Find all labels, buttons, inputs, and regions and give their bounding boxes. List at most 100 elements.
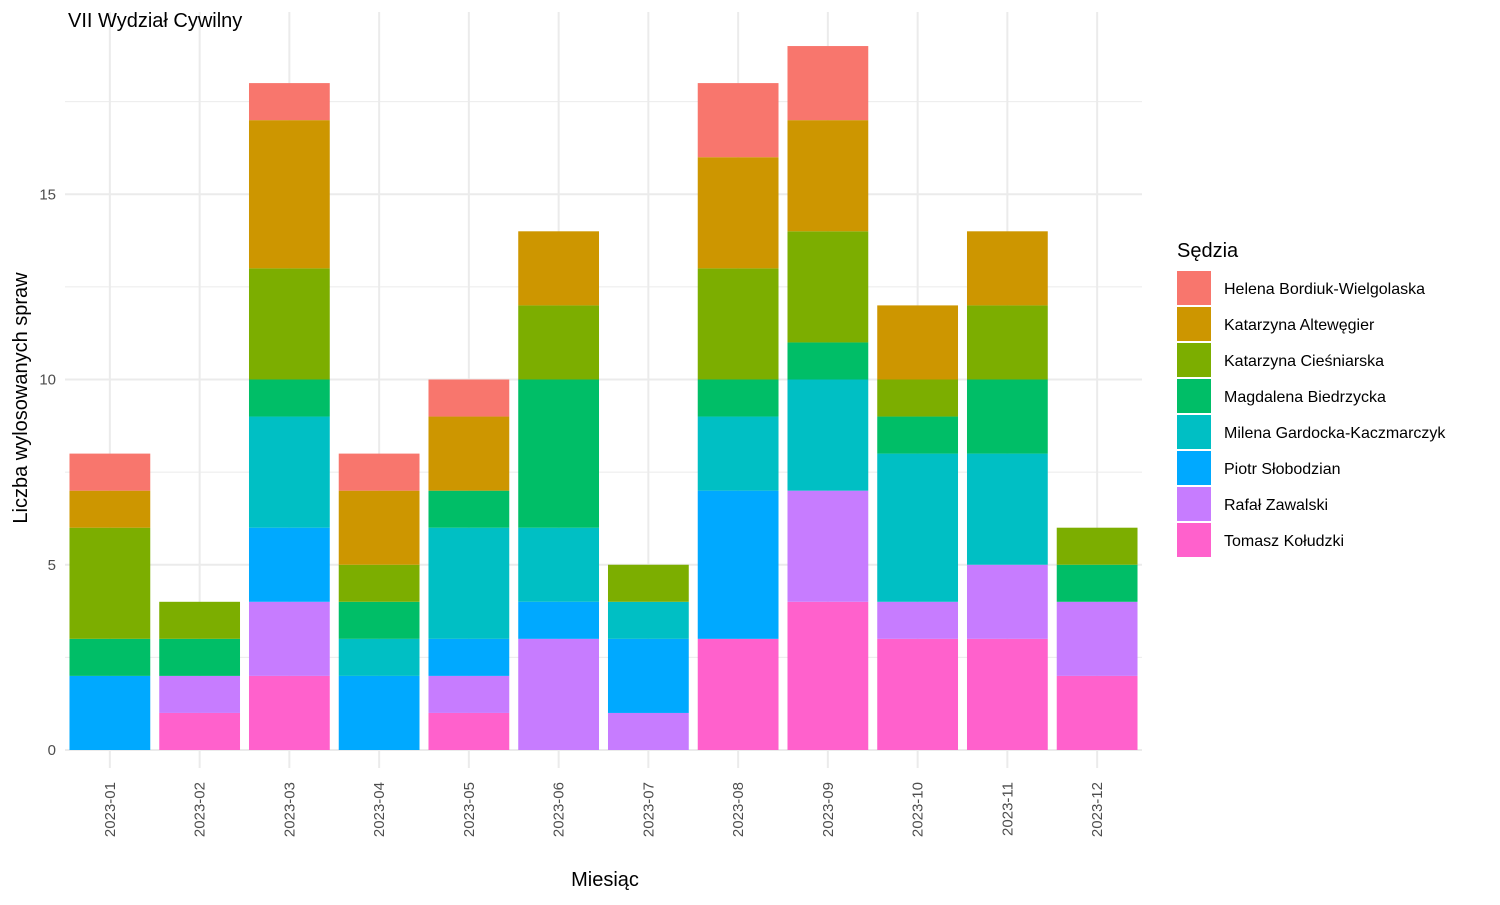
bar-segment: [697, 490, 779, 639]
legend-label: Katarzyna Cieśniarska: [1224, 353, 1384, 370]
bar-segment: [966, 453, 1048, 565]
legend-label: Helena Bordiuk-Wielgolaska: [1224, 281, 1425, 298]
bar-segment: [966, 564, 1048, 639]
bar-segment: [966, 305, 1048, 380]
chart-title: VII Wydział Cywilny: [68, 10, 242, 32]
legend-item: Katarzyna Cieśniarska: [1177, 343, 1384, 377]
bar-segment: [248, 416, 330, 528]
bar-segment: [428, 527, 510, 639]
bar-segment: [607, 712, 689, 750]
bar-segment: [428, 712, 510, 750]
bar-segment: [338, 453, 420, 491]
legend-swatch: [1177, 451, 1211, 485]
bar-segment: [697, 416, 779, 491]
bar-segment: [248, 268, 330, 380]
legend-item: Magdalena Biedrzycka: [1177, 379, 1386, 413]
legend-label: Rafał Zawalski: [1224, 497, 1328, 514]
bar-segment: [69, 638, 151, 676]
bar-segment: [787, 120, 869, 232]
legend-title: Sędzia: [1177, 240, 1239, 262]
bar-segment: [428, 675, 510, 713]
bar-segment: [1056, 675, 1138, 750]
legend-item: Milena Gardocka-Kaczmarczyk: [1177, 415, 1446, 449]
bar-segment: [248, 601, 330, 676]
bar-segment: [877, 453, 959, 602]
bar-segment: [697, 157, 779, 269]
x-tick-label: 2023-08: [730, 782, 747, 837]
legend-swatch: [1177, 379, 1211, 413]
legend-swatch: [1177, 271, 1211, 305]
bar-segment: [877, 638, 959, 750]
bar-segment: [607, 601, 689, 639]
legend-item: Helena Bordiuk-Wielgolaska: [1177, 271, 1425, 305]
legend-item: Tomasz Kołudzki: [1177, 523, 1344, 557]
bar-segment: [518, 379, 600, 528]
bar-segment: [69, 527, 151, 639]
bar-segment: [697, 268, 779, 380]
legend-items: Helena Bordiuk-Wielgolaska Katarzyna Alte…: [1177, 271, 1446, 557]
bar-segment: [787, 379, 869, 491]
legend-label: Piotr Słobodzian: [1224, 461, 1341, 478]
bar-segment: [1056, 601, 1138, 676]
bar-segment: [607, 564, 689, 602]
bar-segment: [787, 342, 869, 380]
bar-segment: [518, 527, 600, 602]
bar-segment: [518, 305, 600, 380]
legend-item: Rafał Zawalski: [1177, 487, 1328, 521]
x-tick-label: 2023-01: [102, 782, 119, 837]
y-axis-ticks: 0 5 10 15: [39, 186, 56, 759]
bar-segment: [787, 231, 869, 343]
bar-segment: [966, 379, 1048, 454]
bar-segment: [428, 638, 510, 676]
bar-segment: [877, 601, 959, 639]
legend-swatch: [1177, 415, 1211, 449]
x-tick-label: 2023-10: [910, 782, 927, 837]
bar-segment: [877, 379, 959, 417]
x-tick-label: 2023-09: [820, 782, 837, 837]
bar-segment: [877, 305, 959, 380]
bar-segment: [159, 675, 241, 713]
x-tick-label: 2023-11: [999, 782, 1016, 836]
bar-segment: [787, 46, 869, 121]
bar-segment: [1056, 527, 1138, 565]
bar-segment: [159, 712, 241, 750]
legend-swatch: [1177, 307, 1211, 341]
bar-segment: [159, 601, 241, 639]
legend-label: Magdalena Biedrzycka: [1224, 389, 1386, 406]
x-tick-label: 2023-12: [1089, 782, 1106, 837]
y-tick-label: 0: [48, 742, 56, 759]
legend-swatch: [1177, 487, 1211, 521]
legend-item: Piotr Słobodzian: [1177, 451, 1341, 485]
x-tick-label: 2023-06: [551, 782, 568, 837]
legend-label: Katarzyna Altewęgier: [1224, 317, 1375, 334]
y-tick-label: 10: [39, 372, 56, 389]
legend: Sędzia Helena Bordiuk-Wielgolaska Katarzy…: [1177, 240, 1446, 557]
x-tick-label: 2023-03: [281, 782, 298, 837]
x-tick-label: 2023-04: [371, 782, 388, 837]
bar-segment: [518, 601, 600, 639]
y-tick-label: 5: [48, 557, 56, 574]
bar-segment: [69, 490, 151, 528]
bar-segment: [248, 120, 330, 269]
bar-segment: [787, 490, 869, 602]
legend-swatch: [1177, 343, 1211, 377]
x-tick-label: 2023-05: [461, 782, 478, 837]
bar-segment: [338, 601, 420, 639]
bar-segment: [248, 83, 330, 121]
legend-label: Milena Gardocka-Kaczmarczyk: [1224, 425, 1446, 442]
bar-segment: [69, 453, 151, 491]
bar-segment: [69, 675, 151, 750]
bars: [69, 46, 1138, 750]
bar-segment: [338, 675, 420, 750]
bar-segment: [428, 490, 510, 528]
bar-segment: [966, 231, 1048, 306]
x-tick-label: 2023-02: [192, 782, 209, 837]
bar-segment: [159, 638, 241, 676]
x-tick-label: 2023-07: [640, 782, 657, 837]
bar-segment: [607, 638, 689, 713]
bar-segment: [966, 638, 1048, 750]
legend-swatch: [1177, 523, 1211, 557]
bar-segment: [1056, 564, 1138, 602]
